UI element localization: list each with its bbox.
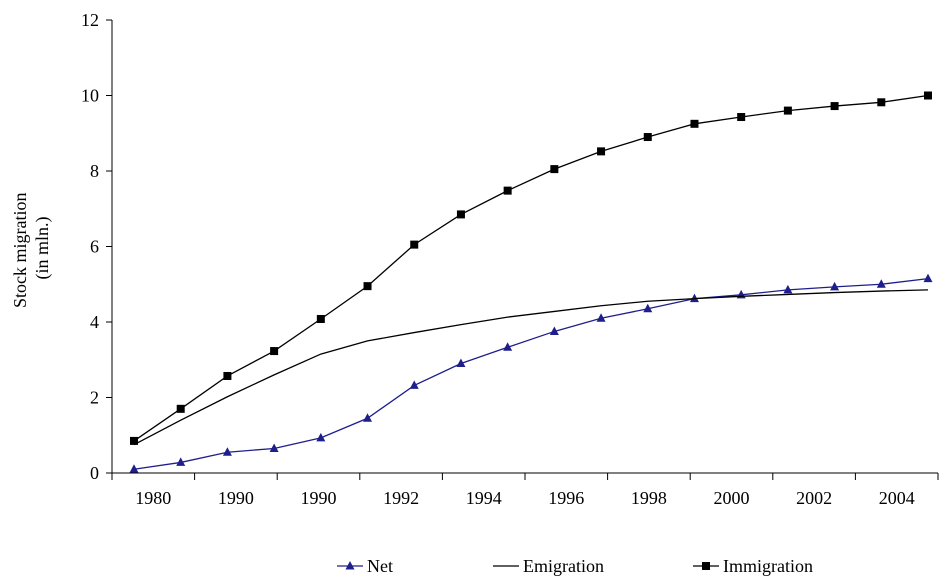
- data-point-square: [597, 147, 606, 156]
- y-axis-title-line-2: (in mln.): [32, 217, 53, 280]
- data-point-triangle: [269, 443, 279, 452]
- y-axis-title-line-1: Stock migration: [10, 193, 30, 309]
- data-point-triangle: [689, 293, 699, 303]
- data-point-square: [270, 347, 279, 356]
- data-point-triangle: [456, 358, 466, 368]
- y-axis-title: Stock migration (in mln.): [10, 188, 53, 308]
- plot-area: [129, 91, 933, 473]
- legend: Net Emigration Immigration: [337, 556, 813, 576]
- y-tick-label: 2: [90, 388, 99, 408]
- x-tick-label: 1990: [301, 488, 337, 508]
- data-point-square: [410, 240, 419, 249]
- series-line-emigration: [133, 289, 929, 446]
- y-tick-label: 10: [81, 86, 99, 106]
- data-point-triangle: [316, 432, 326, 442]
- data-point-triangle: [409, 380, 419, 389]
- legend-label-immigration: Immigration: [723, 556, 813, 576]
- x-tick-label: 1998: [631, 488, 667, 508]
- y-ticks: 0 2 4 6 8 10 12: [81, 10, 112, 483]
- data-point-square: [690, 119, 699, 128]
- data-point-triangle: [176, 457, 186, 466]
- legend-label-emigration: Emigration: [523, 556, 604, 576]
- data-point-triangle: [129, 464, 139, 473]
- data-point-triangle: [923, 273, 933, 283]
- data-point-square: [643, 133, 652, 142]
- x-tick-label: 1980: [135, 488, 171, 508]
- legend-item-immigration: Immigration: [693, 556, 813, 576]
- x-ticks: 1980 1990 1990 1992 1994 1996 1998 2000 2002 2004: [111, 473, 939, 508]
- series-line-net: [133, 277, 929, 470]
- data-point-triangle: [222, 447, 232, 456]
- legend-label-net: Net: [367, 556, 393, 576]
- series-net: [129, 273, 933, 473]
- legend-item-net: Net: [337, 556, 393, 576]
- data-point-square: [877, 98, 886, 107]
- y-tick-label: 6: [90, 237, 99, 257]
- data-point-square: [830, 102, 839, 111]
- data-point-triangle: [783, 284, 793, 294]
- data-point-triangle: [549, 326, 559, 335]
- x-tick-label: 1990: [218, 488, 254, 508]
- data-point-triangle: [363, 413, 373, 422]
- series-immigration: [130, 91, 932, 445]
- data-point-triangle: [643, 303, 653, 313]
- x-tick-label: 2000: [714, 488, 750, 508]
- y-tick-label: 12: [81, 10, 99, 30]
- series-emigration: [133, 289, 929, 446]
- x-tick-label: 2002: [796, 488, 832, 508]
- data-point-square: [130, 436, 138, 445]
- x-tick-label: 2004: [879, 488, 915, 508]
- x-tick-label: 1992: [383, 488, 419, 508]
- data-point-triangle: [345, 561, 355, 570]
- x-tick-label: 1994: [466, 488, 502, 508]
- data-point-triangle: [503, 342, 513, 351]
- data-point-square: [363, 282, 372, 291]
- y-tick-label: 0: [90, 463, 99, 483]
- data-point-triangle: [830, 281, 840, 291]
- data-point-square: [176, 404, 185, 413]
- axes: 0 2 4 6 8 10 12 1980 1990 1990 1992 1994 1996 1998 20…: [81, 10, 939, 508]
- data-point-square: [737, 113, 746, 122]
- data-point-square: [456, 210, 465, 219]
- data-point-triangle: [596, 313, 606, 322]
- y-tick-label: 8: [90, 161, 99, 181]
- series-line-immigration: [133, 94, 929, 442]
- data-point-square: [223, 371, 232, 380]
- data-point-square: [783, 106, 792, 115]
- data-point-square: [550, 165, 559, 174]
- x-tick-label: 1996: [548, 488, 584, 508]
- data-point-square: [503, 186, 512, 195]
- data-point-triangle: [876, 279, 886, 288]
- y-tick-label: 4: [90, 312, 99, 332]
- data-point-square: [924, 91, 932, 100]
- data-point-square: [702, 562, 710, 570]
- legend-item-emigration: Emigration: [493, 556, 604, 576]
- data-point-square: [316, 314, 325, 323]
